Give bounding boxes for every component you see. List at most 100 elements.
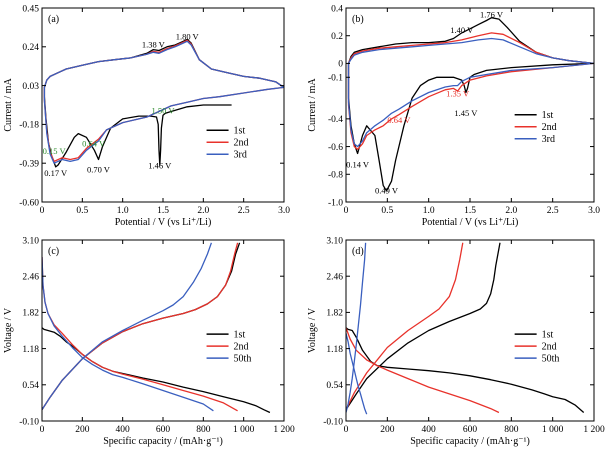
panel-label: (b) xyxy=(352,14,364,25)
series-line xyxy=(347,37,594,148)
y-tick-label: 0.45 xyxy=(22,4,39,14)
y-tick-label: 0 xyxy=(338,60,343,70)
peak-annotation: 1.50 V xyxy=(152,105,176,115)
y-axis-label: Voltage / V xyxy=(307,307,318,353)
legend-label: 1st xyxy=(542,110,554,121)
x-tick-label: 1.0 xyxy=(117,206,129,216)
panel-label: (a) xyxy=(48,14,59,25)
y-tick-label: -0.1 xyxy=(328,74,343,84)
x-tick-label: 1.0 xyxy=(423,206,435,216)
panel-label: (d) xyxy=(352,246,364,257)
x-tick-label: 800 xyxy=(504,425,519,435)
legend-label: 1st xyxy=(542,330,554,341)
panel-2: 0 0.5 1.0 1.5 2.0 2.5 3.0 0.4 0.2 0 -0.1 -0.4 -0.6 -0… xyxy=(307,4,600,228)
legend-label: 2nd xyxy=(234,342,249,353)
legend-label: 2nd xyxy=(542,342,557,353)
series-line xyxy=(346,333,368,415)
series-group xyxy=(42,242,271,414)
x-tick-label: 2.0 xyxy=(505,206,517,216)
x-tick-label: 1 200 xyxy=(583,425,605,435)
x-tick-label: 0 xyxy=(344,425,349,435)
x-tick-label: 3.0 xyxy=(588,206,600,216)
series-group xyxy=(43,38,284,168)
legend-label: 50th xyxy=(542,354,560,365)
x-tick-label: 800 xyxy=(196,425,211,435)
series-line xyxy=(42,242,241,411)
peak-annotation: 1.76 V xyxy=(480,10,504,20)
series-line xyxy=(347,17,594,192)
y-tick-label: 3.10 xyxy=(326,236,343,246)
x-tick-label: 2.0 xyxy=(197,206,209,216)
y-tick-label: 1.82 xyxy=(22,309,39,319)
panel-label: (c) xyxy=(48,246,59,257)
series-line xyxy=(42,242,213,411)
y-tick-label: -0.10 xyxy=(323,417,343,427)
x-tick-label: 1 000 xyxy=(233,425,255,435)
x-tick-label: 2.5 xyxy=(238,206,250,216)
panel-4: 0 200 400 600 800 1 000 1 200 3.10 2.46 1.82 1.18 0… xyxy=(307,236,605,447)
x-tick-label: 0.5 xyxy=(76,206,88,216)
peak-annotation: 0.17 V xyxy=(44,168,68,178)
x-tick-label: 600 xyxy=(463,425,478,435)
y-tick-label: 0.2 xyxy=(331,32,343,42)
legend-label: 3rd xyxy=(542,134,555,145)
peak-annotation: 0.64 V xyxy=(82,139,106,149)
y-tick-label: 0.54 xyxy=(22,381,39,391)
y-tick-label: -0.8 xyxy=(328,171,343,181)
x-axis-label: Specific capacity / (mAh·g⁻¹) xyxy=(410,436,530,447)
legend-label: 3rd xyxy=(234,150,247,161)
y-tick-label: 2.46 xyxy=(22,273,39,283)
series-line xyxy=(346,242,367,413)
x-axis-label: Specific capacity / (mAh·g⁻¹) xyxy=(103,436,223,447)
plot-frame xyxy=(41,239,285,422)
x-axis-label: Potential / V (vs Li⁺/Li) xyxy=(115,217,212,228)
y-tick-label: 1.18 xyxy=(22,345,39,355)
peak-annotation: 0.14 V xyxy=(346,159,370,169)
x-tick-label: 0 xyxy=(40,425,45,435)
x-tick-label: 600 xyxy=(156,425,171,435)
x-tick-label: 200 xyxy=(380,425,395,435)
x-tick-label: 400 xyxy=(422,425,437,435)
legend-label: 1st xyxy=(234,330,246,341)
peak-annotation: 1.40 V xyxy=(450,25,474,35)
legend-label: 50th xyxy=(234,354,252,365)
peak-annotation: 1.35 V xyxy=(446,89,470,99)
legend-label: 1st xyxy=(234,126,246,137)
plot-frame xyxy=(345,239,595,422)
peak-annotation: 0.64 V xyxy=(387,115,411,125)
y-tick-label: -0.18 xyxy=(19,121,39,131)
y-axis-label: Voltage / V xyxy=(3,307,14,353)
peak-annotation: 1.46 V xyxy=(148,161,172,171)
peak-annotation: 0.49 V xyxy=(375,186,399,196)
x-tick-label: 200 xyxy=(75,425,90,435)
x-tick-label: 0 xyxy=(344,206,349,216)
x-tick-label: 0.5 xyxy=(381,206,393,216)
peak-annotation: 0.15 V xyxy=(43,146,67,156)
series-group xyxy=(346,242,585,415)
series-group xyxy=(347,17,594,192)
panel-1: 0 0.5 1.0 1.5 2.0 2.5 3.0 0.45 0.24 0.03 -0.18 -0.3… xyxy=(3,4,290,228)
y-tick-label: 3.10 xyxy=(22,236,39,246)
y-tick-label: 1.82 xyxy=(326,309,343,319)
series-line xyxy=(43,40,284,164)
y-tick-label: 2.46 xyxy=(326,273,343,283)
x-tick-label: 1 000 xyxy=(542,425,564,435)
peak-annotation: 1.45 V xyxy=(454,108,478,118)
legend-label: 2nd xyxy=(234,138,249,149)
series-line xyxy=(346,242,464,410)
y-tick-label: 0.4 xyxy=(331,4,343,14)
series-line xyxy=(42,256,214,412)
plot-frame xyxy=(345,7,595,203)
y-axis-label: Current / mA xyxy=(307,78,318,132)
y-tick-label: -0.6 xyxy=(328,143,343,153)
x-tick-label: 1.5 xyxy=(157,206,169,216)
x-axis-label: Potential / V (vs Li⁺/Li) xyxy=(422,217,519,228)
y-tick-label: -0.10 xyxy=(19,417,39,427)
x-tick-label: 2.5 xyxy=(547,206,559,216)
y-tick-label: -1.0 xyxy=(328,198,343,208)
y-tick-label: 1.18 xyxy=(326,345,343,355)
y-tick-label: -0.60 xyxy=(19,198,39,208)
y-tick-label: 0.24 xyxy=(22,43,39,53)
